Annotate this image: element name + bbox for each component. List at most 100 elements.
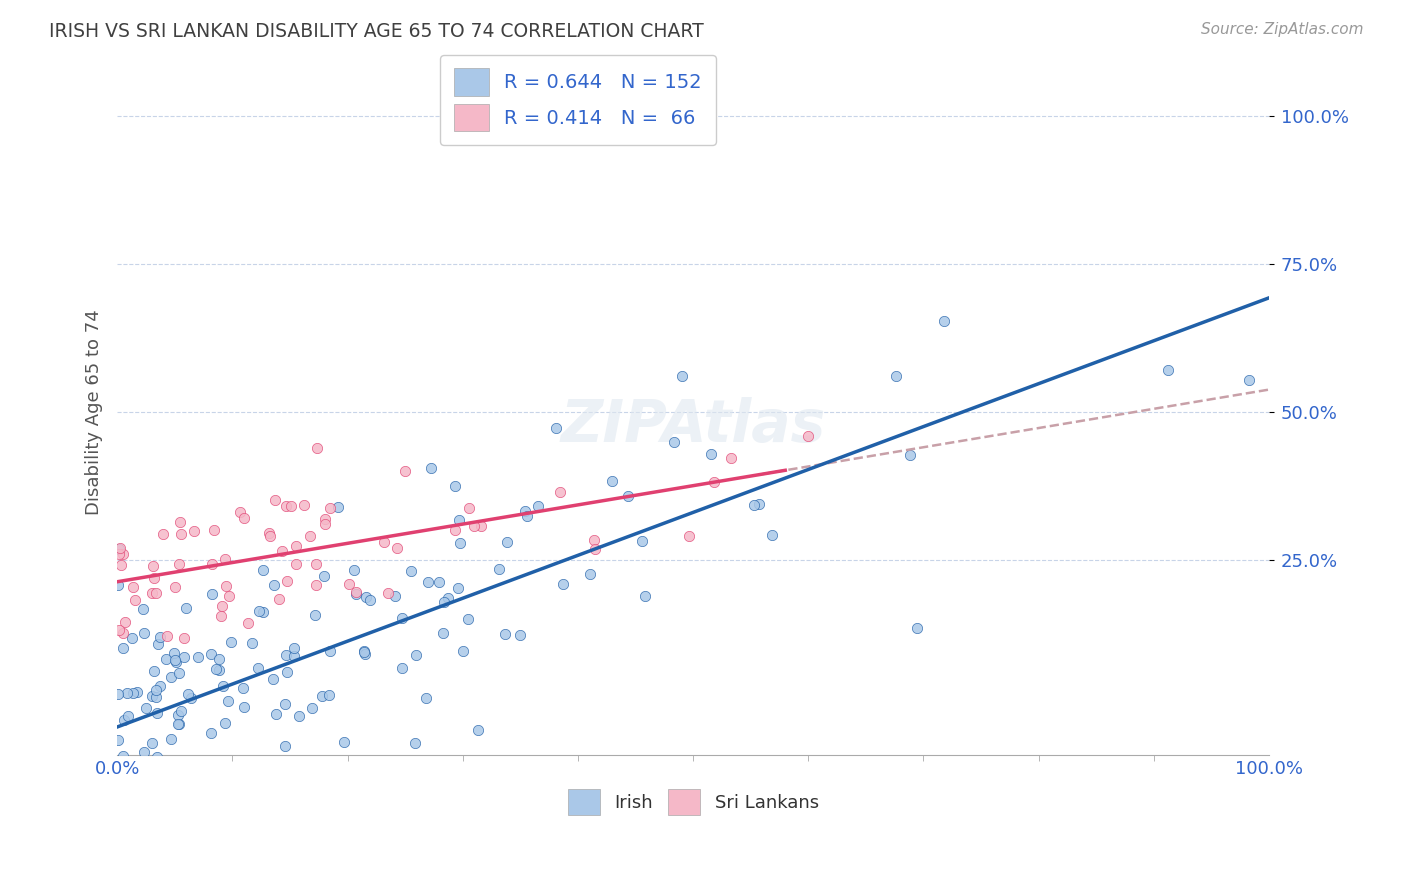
Point <box>319 501 342 516</box>
Point <box>142 665 165 679</box>
Point <box>167 717 190 731</box>
Point <box>141 689 163 703</box>
Point <box>149 630 172 644</box>
Point <box>288 709 311 723</box>
Point <box>391 611 413 625</box>
Point <box>391 661 413 675</box>
Point <box>145 750 167 764</box>
Point <box>173 631 195 645</box>
Point <box>169 515 191 529</box>
Point <box>141 586 163 600</box>
Point <box>187 650 209 665</box>
Point <box>263 578 285 592</box>
Point <box>167 716 190 731</box>
Point <box>385 541 408 556</box>
Point <box>114 615 136 629</box>
Point <box>174 601 197 615</box>
Point <box>122 580 145 594</box>
Point <box>314 512 336 526</box>
Point <box>509 628 531 642</box>
Point <box>333 735 356 749</box>
Point <box>257 525 280 540</box>
Point <box>165 655 187 669</box>
Point <box>384 590 406 604</box>
Point <box>1239 373 1261 387</box>
Point <box>276 648 298 662</box>
Point <box>700 447 723 461</box>
Point <box>200 648 222 662</box>
Point <box>884 369 907 384</box>
Point <box>183 832 205 847</box>
Point <box>276 500 298 514</box>
Point <box>449 536 471 550</box>
Text: IRISH VS SRI LANKAN DISABILITY AGE 65 TO 74 CORRELATION CHART: IRISH VS SRI LANKAN DISABILITY AGE 65 TO… <box>49 22 704 41</box>
Point <box>579 566 602 581</box>
Point <box>328 500 350 515</box>
Point <box>617 489 640 503</box>
Point <box>447 582 470 596</box>
Point <box>170 704 193 718</box>
Point <box>142 559 165 574</box>
Point <box>444 479 467 493</box>
Point <box>252 563 274 577</box>
Point <box>141 736 163 750</box>
Point <box>276 574 298 589</box>
Point <box>111 547 134 561</box>
Point <box>111 749 134 764</box>
Point <box>208 652 231 666</box>
Point <box>311 689 333 703</box>
Point <box>108 624 131 638</box>
Point <box>212 679 235 693</box>
Point <box>177 688 200 702</box>
Point <box>458 500 481 515</box>
Point <box>470 519 492 533</box>
Point <box>444 523 467 537</box>
Point <box>671 369 693 384</box>
Point <box>134 746 156 760</box>
Point <box>337 577 360 591</box>
Point <box>467 723 489 738</box>
Point <box>305 558 328 572</box>
Point <box>233 511 256 525</box>
Point <box>134 755 156 769</box>
Point <box>207 663 229 677</box>
Point <box>160 670 183 684</box>
Point <box>107 769 129 783</box>
Point <box>115 685 138 699</box>
Point <box>163 580 186 594</box>
Point <box>132 625 155 640</box>
Point <box>129 831 152 846</box>
Point <box>457 612 479 626</box>
Point <box>152 764 174 778</box>
Point <box>218 589 240 603</box>
Point <box>319 644 342 658</box>
Point <box>214 716 236 731</box>
Point <box>163 652 186 666</box>
Point <box>125 685 148 699</box>
Point <box>495 535 517 549</box>
Point <box>905 621 928 635</box>
Point <box>301 701 323 715</box>
Point <box>233 700 256 714</box>
Point <box>359 592 381 607</box>
Point <box>433 595 456 609</box>
Point <box>283 640 305 655</box>
Point <box>797 428 820 442</box>
Point <box>111 762 134 776</box>
Point <box>124 858 146 872</box>
Point <box>285 539 308 553</box>
Point <box>236 816 259 830</box>
Point <box>416 575 439 590</box>
Point <box>447 513 470 527</box>
Point <box>180 691 202 706</box>
Point <box>156 629 179 643</box>
Point <box>356 591 378 605</box>
Point <box>152 527 174 541</box>
Point <box>149 679 172 693</box>
Point <box>264 492 287 507</box>
Point <box>107 733 129 747</box>
Point <box>201 558 224 572</box>
Point <box>173 649 195 664</box>
Point <box>377 586 399 600</box>
Point <box>404 736 426 750</box>
